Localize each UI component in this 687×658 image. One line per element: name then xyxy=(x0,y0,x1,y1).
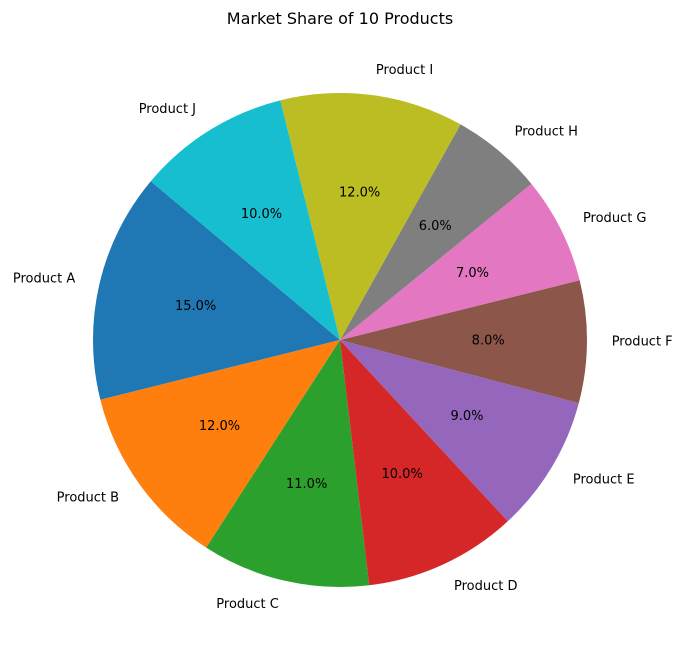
slice-percent-product-e: 9.0% xyxy=(451,409,484,424)
pie-slice-product-i xyxy=(280,93,461,340)
slice-percent-product-j: 10.0% xyxy=(241,207,282,222)
slice-label-product-h: Product H xyxy=(515,124,578,139)
pie-slice-product-j xyxy=(150,100,340,340)
pie-slice-product-h xyxy=(340,124,532,340)
slice-percent-product-h: 6.0% xyxy=(419,219,452,234)
slice-label-product-g: Product G xyxy=(583,211,647,226)
slice-percent-product-f: 8.0% xyxy=(472,334,505,349)
slice-label-product-b: Product B xyxy=(57,491,119,506)
pie-slice-product-b xyxy=(100,340,340,548)
slice-label-product-j: Product J xyxy=(139,102,196,117)
pie-slice-product-e xyxy=(340,340,579,522)
slice-percent-product-b: 12.0% xyxy=(199,419,240,434)
slice-percent-product-d: 10.0% xyxy=(382,467,423,482)
pie-slices xyxy=(93,93,588,587)
slice-label-product-c: Product C xyxy=(216,597,279,612)
pie-slice-product-g xyxy=(340,183,580,340)
slice-percent-product-a: 15.0% xyxy=(175,299,216,314)
slice-label-product-i: Product I xyxy=(376,63,433,78)
slice-label-product-e: Product E xyxy=(573,472,635,487)
slice-label-product-f: Product F xyxy=(612,334,673,349)
slice-label-product-a: Product A xyxy=(13,271,75,286)
chart-title: Market Share of 10 Products xyxy=(227,9,453,28)
pie-labels: Product A 15.0% Product B 12.0% Product C 11.… xyxy=(13,63,673,612)
pie-slice-product-d xyxy=(340,340,508,586)
pie-slice-product-a xyxy=(93,181,341,400)
pie-slice-product-f xyxy=(340,280,588,404)
slice-label-product-d: Product D xyxy=(454,579,518,594)
pie-slice-product-c xyxy=(206,340,370,587)
slice-percent-product-c: 11.0% xyxy=(286,477,327,492)
slice-percent-product-g: 7.0% xyxy=(456,266,489,281)
slice-percent-product-i: 12.0% xyxy=(339,186,380,201)
